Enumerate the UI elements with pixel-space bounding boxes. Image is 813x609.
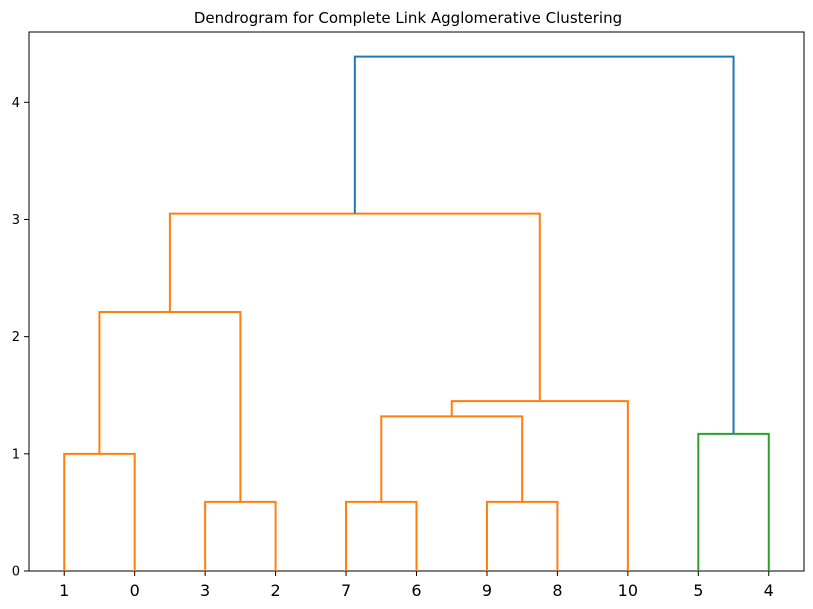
dendrogram-link [98,311,242,502]
dendrogram-link [450,400,629,571]
y-tick-label: 3 [12,213,20,228]
dendrogram-link [485,500,559,571]
leaf-label: 2 [270,581,280,600]
leaf-label: 0 [130,581,140,600]
y-tick-label: 2 [12,330,20,345]
leaf-label: 6 [411,581,421,600]
plot-frame [28,31,805,572]
y-tick-label: 0 [12,565,20,580]
x-axis: 1 0 3 2 7 6 9 8 10 5 4 [59,571,774,600]
dendrogram-link [697,432,770,571]
y-axis: 0 1 2 3 4 [12,96,29,580]
y-tick-label: 1 [12,447,20,462]
dendrogram-link [168,212,541,402]
dendrogram-link [353,55,735,434]
dendrogram-link [345,500,418,571]
leaf-label: 4 [764,581,774,600]
y-tick-label: 4 [12,96,20,111]
leaf-label: 10 [618,581,638,600]
leaf-label: 8 [552,581,562,600]
leaf-label: 1 [59,581,69,600]
dendrogram-link [204,500,277,571]
leaf-label: 3 [200,581,210,600]
leaf-label: 9 [482,581,492,600]
leaf-label: 7 [341,581,351,600]
leaf-label: 5 [693,581,703,600]
chart-title: Dendrogram for Complete Link Agglomerati… [194,9,622,27]
dendrogram-links [63,55,770,571]
dendrogram-link [63,452,136,571]
dendrogram-link [380,415,524,502]
